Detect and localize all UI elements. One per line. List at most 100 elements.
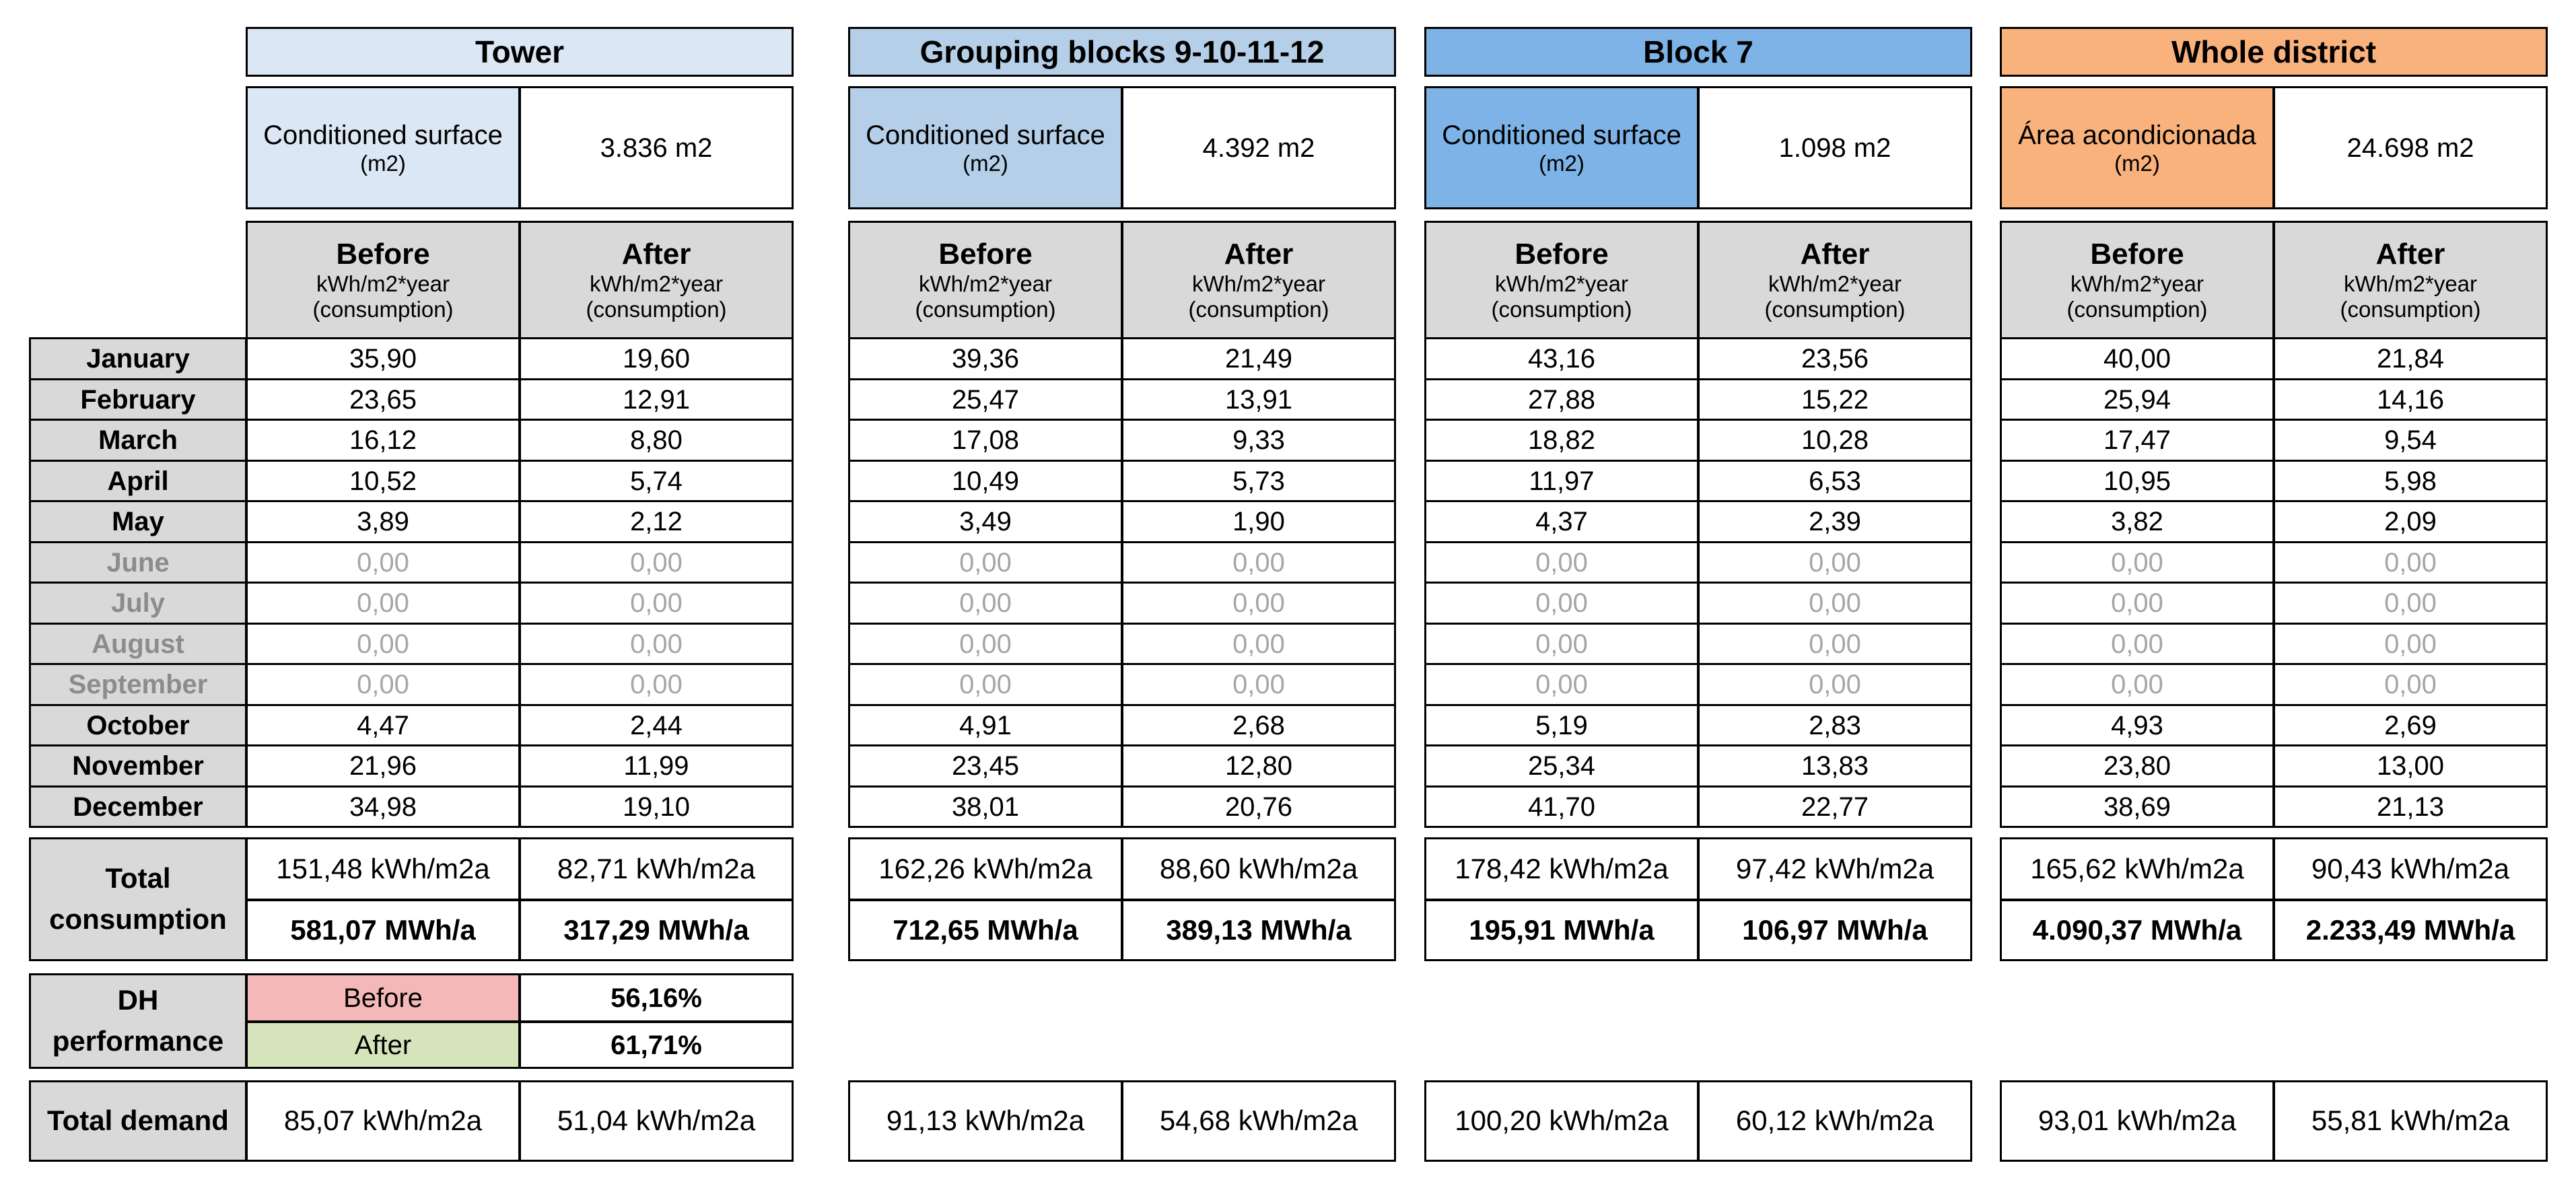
dh-before-label: Before <box>246 973 520 1022</box>
section-2-before-value-may: 3,49 <box>848 500 1123 543</box>
section-3-after-value-april: 6,53 <box>1698 460 1972 502</box>
section-4-after-value-september: 0,00 <box>2273 663 2548 706</box>
section-1-before-value-december: 34,98 <box>246 785 520 828</box>
section-3-after-value-march: 10,28 <box>1698 419 1972 462</box>
section-3-surface-label-text: Conditioned surface <box>1442 120 1681 150</box>
section-3-after-value-june: 0,00 <box>1698 541 1972 584</box>
section-1-before-value-july: 0,00 <box>246 582 520 625</box>
section-1-after-value-march: 8,80 <box>519 419 794 462</box>
dh-after-label: After <box>246 1021 520 1069</box>
section-3-surface-label: Conditioned surface (m2) <box>1424 86 1699 209</box>
section-4-after-value-march: 9,54 <box>2273 419 2548 462</box>
section-3-after-value-december: 22,77 <box>1698 785 1972 828</box>
total-consumption-label: Total consumption <box>29 837 247 961</box>
section-3-col-header-before: Before kWh/m2*year (consumption) <box>1424 221 1699 339</box>
section-1-col-before-unit: kWh/m2*year <box>316 271 450 297</box>
section-2-col-before-unit: kWh/m2*year <box>918 271 1053 297</box>
section-3-surface-unit: (m2) <box>1539 150 1585 176</box>
section-1-before-value-september: 0,00 <box>246 663 520 706</box>
section-4-after-value-june: 0,00 <box>2273 541 2548 584</box>
month-label-september: September <box>29 663 247 706</box>
section-3-surface-value: 1.098 m2 <box>1698 86 1972 209</box>
section-3-col-after-sub: (consumption) <box>1764 297 1906 322</box>
section-2-surface-label-text: Conditioned surface <box>866 120 1105 150</box>
section-3-before-value-september: 0,00 <box>1424 663 1699 706</box>
section-3-total-mwh-after: 106,97 MWh/a <box>1698 899 1972 961</box>
section-4-after-value-october: 2,69 <box>2273 704 2548 746</box>
section-4-before-value-august: 0,00 <box>2000 623 2274 665</box>
section-4-surface-label-text: Área acondicionada <box>2018 120 2256 150</box>
section-2-col-after-unit: kWh/m2*year <box>1191 271 1326 297</box>
section-2-after-value-march: 9,33 <box>1121 419 1396 462</box>
section-3-after-value-august: 0,00 <box>1698 623 1972 665</box>
section-3-col-after-unit: kWh/m2*year <box>1768 271 1902 297</box>
section-1-after-value-december: 19,10 <box>519 785 794 828</box>
month-label-november: November <box>29 744 247 788</box>
section-2-col-header-after: After kWh/m2*year (consumption) <box>1121 221 1396 339</box>
section-3-title: Block 7 <box>1424 27 1972 77</box>
section-2-total-mwh-before: 712,65 MWh/a <box>848 899 1123 961</box>
section-1-demand-before: 85,07 kWh/m2a <box>246 1080 520 1162</box>
section-3-demand-before: 100,20 kWh/m2a <box>1424 1080 1699 1162</box>
section-4-before-value-october: 4,93 <box>2000 704 2274 746</box>
section-2-after-value-april: 5,73 <box>1121 460 1396 502</box>
section-4-col-after-unit: kWh/m2*year <box>2343 271 2478 297</box>
section-2-before-value-march: 17,08 <box>848 419 1123 462</box>
section-4-col-before-title: Before <box>2090 237 2184 271</box>
section-1-after-value-july: 0,00 <box>519 582 794 625</box>
section-2-before-value-september: 0,00 <box>848 663 1123 706</box>
section-1-title: Tower <box>246 27 794 77</box>
section-2-demand-before: 91,13 kWh/m2a <box>848 1080 1123 1162</box>
section-4-after-value-july: 0,00 <box>2273 582 2548 625</box>
section-1-col-header-after: After kWh/m2*year (consumption) <box>519 221 794 339</box>
dh-label-line2: performance <box>52 1025 224 1057</box>
section-2-before-value-january: 39,36 <box>848 337 1123 380</box>
section-4-before-value-december: 38,69 <box>2000 785 2274 828</box>
section-2-title: Grouping blocks 9-10-11-12 <box>848 27 1396 77</box>
month-label-may: May <box>29 500 247 543</box>
section-2-after-value-october: 2,68 <box>1121 704 1396 746</box>
section-3-before-value-december: 41,70 <box>1424 785 1699 828</box>
section-4-col-after-sub: (consumption) <box>2340 297 2481 322</box>
section-3-before-value-march: 18,82 <box>1424 419 1699 462</box>
section-4-col-before-unit: kWh/m2*year <box>2070 271 2204 297</box>
section-4-total-mwh-before: 4.090,37 MWh/a <box>2000 899 2274 961</box>
section-4-col-header-before: Before kWh/m2*year (consumption) <box>2000 221 2274 339</box>
section-2-before-value-june: 0,00 <box>848 541 1123 584</box>
section-2-col-before-title: Before <box>938 237 1033 271</box>
section-3-total-mwh-before: 195,91 MWh/a <box>1424 899 1699 961</box>
section-4-surface-label: Área acondicionada (m2) <box>2000 86 2274 209</box>
section-4-after-value-december: 21,13 <box>2273 785 2548 828</box>
dh-label-line1: DH <box>117 984 159 1016</box>
section-1-before-value-august: 0,00 <box>246 623 520 665</box>
section-2-before-value-august: 0,00 <box>848 623 1123 665</box>
month-label-april: April <box>29 460 247 502</box>
section-2-surface-unit: (m2) <box>963 150 1008 176</box>
section-4-demand-before: 93,01 kWh/m2a <box>2000 1080 2274 1162</box>
section-4-before-value-july: 0,00 <box>2000 582 2274 625</box>
section-3-after-value-november: 13,83 <box>1698 744 1972 788</box>
month-label-january: January <box>29 337 247 380</box>
section-3-before-value-april: 11,97 <box>1424 460 1699 502</box>
section-1-before-value-october: 4,47 <box>246 704 520 746</box>
section-3-before-value-july: 0,00 <box>1424 582 1699 625</box>
section-3-after-value-may: 2,39 <box>1698 500 1972 543</box>
month-label-october: October <box>29 704 247 746</box>
section-2-after-value-december: 20,76 <box>1121 785 1396 828</box>
section-2-after-value-august: 0,00 <box>1121 623 1396 665</box>
section-2-demand-after: 54,68 kWh/m2a <box>1121 1080 1396 1162</box>
section-2-surface-value: 4.392 m2 <box>1121 86 1396 209</box>
section-3-after-value-october: 2,83 <box>1698 704 1972 746</box>
section-3-after-value-january: 23,56 <box>1698 337 1972 380</box>
section-2-before-value-april: 10,49 <box>848 460 1123 502</box>
month-label-march: March <box>29 419 247 462</box>
section-1-before-value-may: 3,89 <box>246 500 520 543</box>
section-1-before-value-november: 21,96 <box>246 744 520 788</box>
section-1-before-value-january: 35,90 <box>246 337 520 380</box>
section-4-before-value-january: 40,00 <box>2000 337 2274 380</box>
section-2-total-mwh-after: 389,13 MWh/a <box>1121 899 1396 961</box>
section-3-before-value-october: 5,19 <box>1424 704 1699 746</box>
section-2-before-value-november: 23,45 <box>848 744 1123 788</box>
month-label-december: December <box>29 785 247 828</box>
section-3-col-header-after: After kWh/m2*year (consumption) <box>1698 221 1972 339</box>
